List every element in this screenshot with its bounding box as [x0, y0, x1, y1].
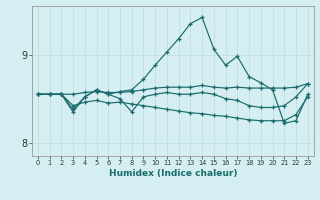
- X-axis label: Humidex (Indice chaleur): Humidex (Indice chaleur): [108, 169, 237, 178]
